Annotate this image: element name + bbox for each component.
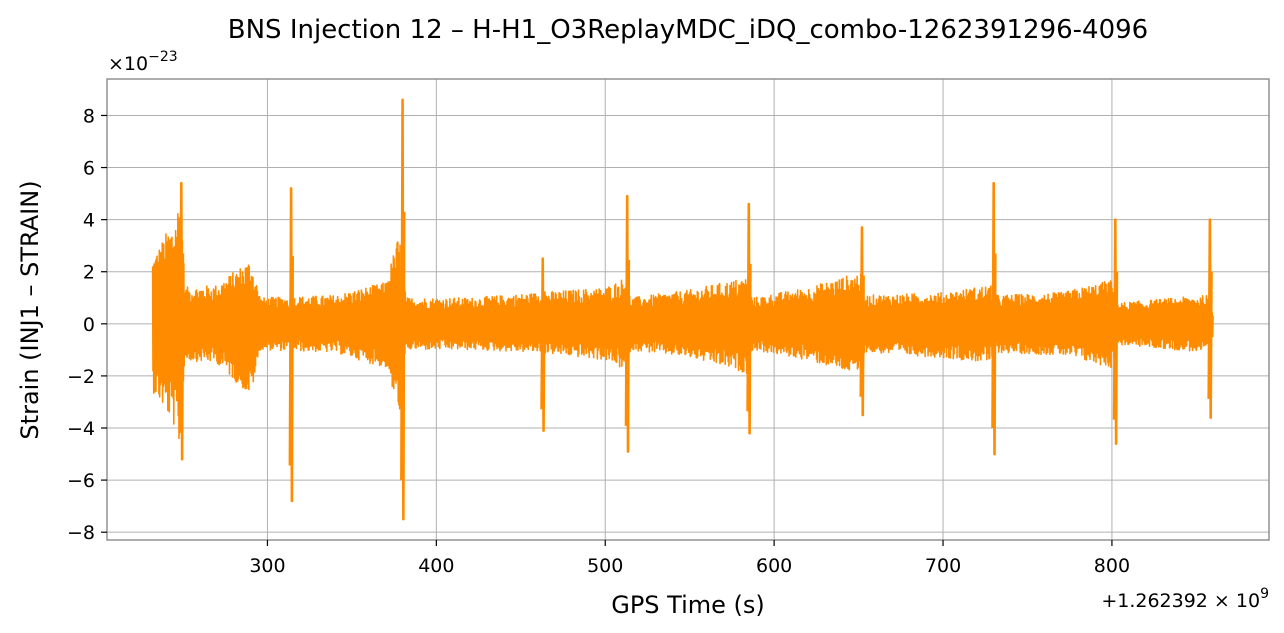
y-tick-label: −4 [67, 418, 95, 440]
glitch-spike-6 [859, 226, 865, 417]
y-tick-label: 6 [83, 158, 95, 180]
tick-layer: 300 400 500 600 700 800 8 6 4 2 0 −2 −4 −6 −8 [67, 105, 1130, 577]
glitch-spike-3 [540, 257, 546, 432]
x-tick-label: 800 [1094, 555, 1130, 577]
glitch-spike-9 [1207, 218, 1213, 419]
y-tick-label: 0 [83, 314, 95, 336]
y-tick-label: −8 [67, 522, 95, 544]
x-axis-label: GPS Time (s) [611, 591, 765, 619]
glitch-spike-1 [288, 187, 294, 503]
y-scale-label: ×10−23 [108, 49, 178, 75]
plot-frame [106, 78, 1270, 541]
x-tick-label: 700 [925, 555, 961, 577]
x-tick-label: 300 [249, 555, 285, 577]
data-layer [151, 98, 1214, 521]
y-axis-label: Strain (INJ1 – STRAIN) [16, 180, 44, 439]
y-tick-label: −6 [67, 470, 95, 492]
x-tick-label: 600 [756, 555, 792, 577]
x-offset-label: +1.262392 × 109 [1101, 586, 1269, 612]
chart-title: BNS Injection 12 – H-H1_O3ReplayMDC_iDQ_… [228, 15, 1148, 45]
series-0-trace [151, 212, 1214, 440]
glitch-spike-5 [746, 202, 752, 435]
glitch-spike-0 [178, 181, 185, 461]
glitch-spike-4 [624, 194, 631, 453]
glitch-spike-7 [991, 181, 997, 456]
y-tick-label: 2 [83, 262, 95, 284]
y-tick-label: 4 [83, 210, 95, 232]
y-tick-label: 8 [83, 105, 95, 127]
glitch-spike-8 [1112, 218, 1119, 445]
y-tick-label: −2 [67, 366, 95, 388]
x-tick-label: 400 [418, 555, 454, 577]
glitch-spike-2 [400, 98, 406, 521]
x-tick-label: 500 [587, 555, 623, 577]
